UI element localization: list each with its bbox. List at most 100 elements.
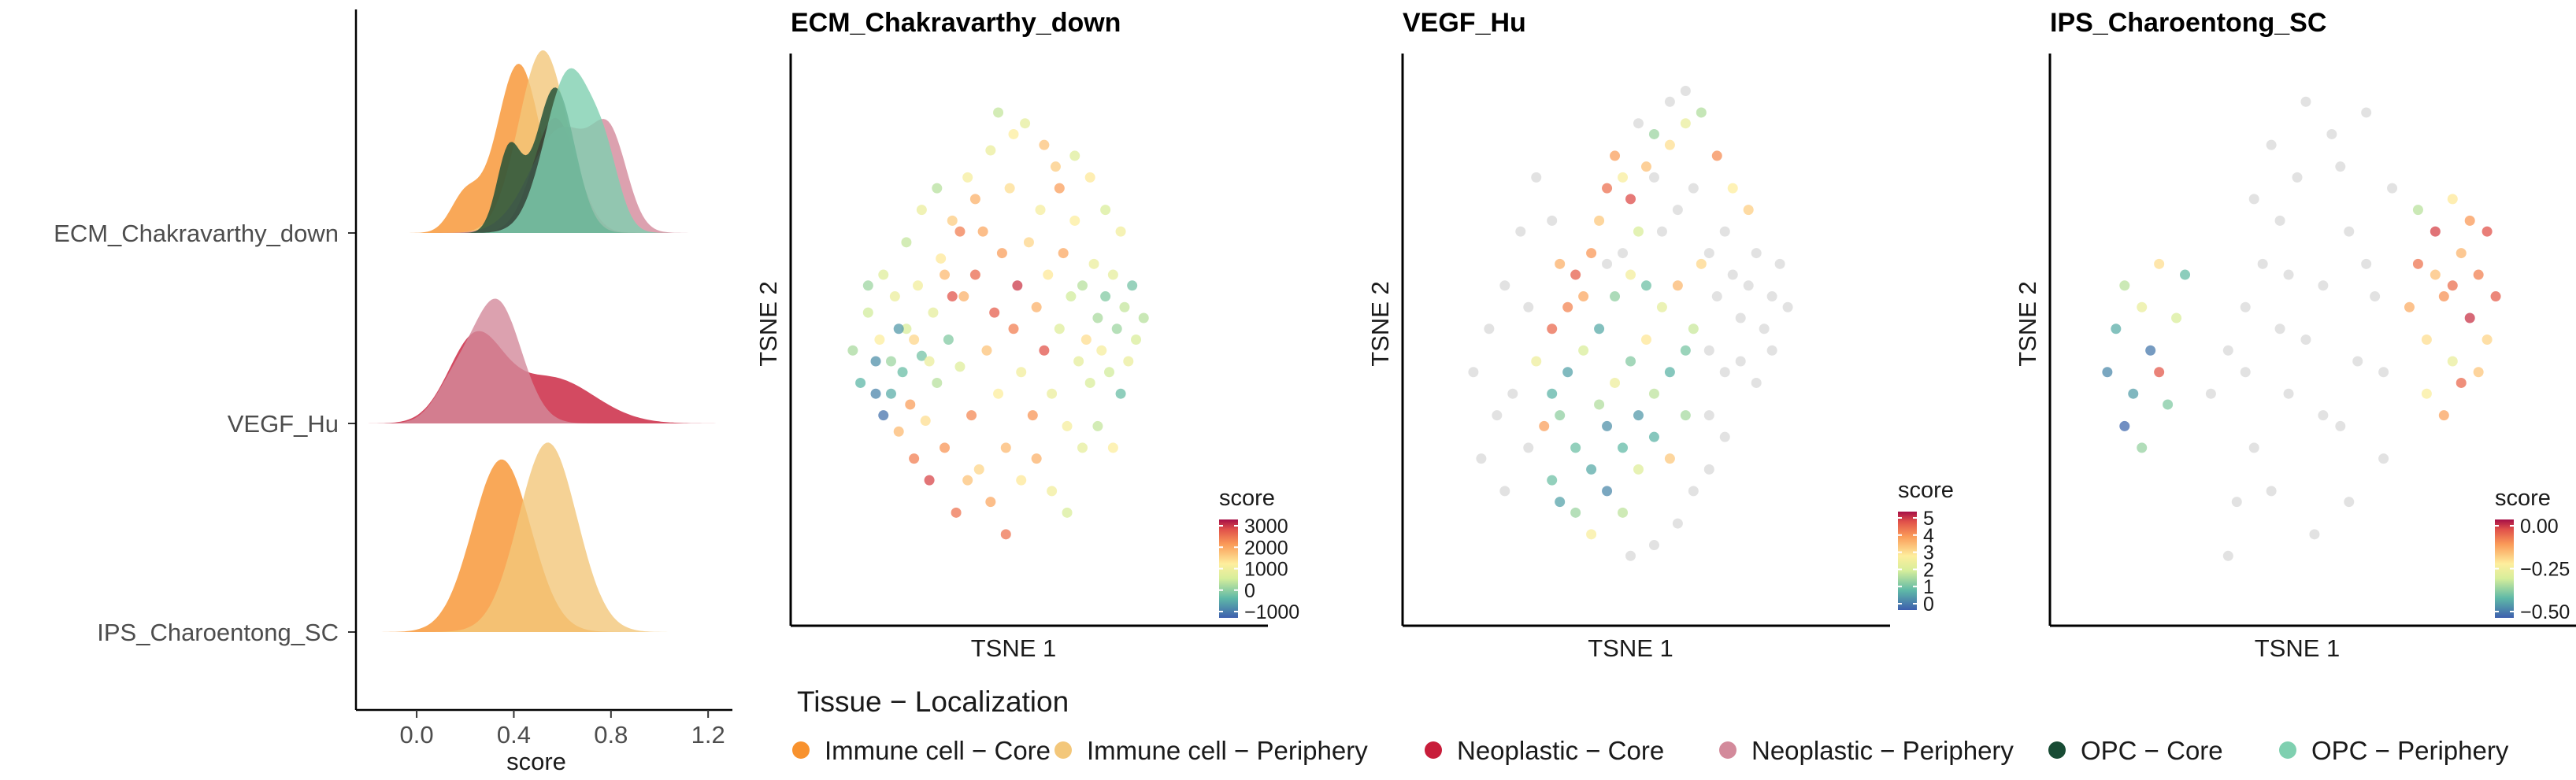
data-point (962, 172, 973, 183)
na-point (2309, 529, 2320, 540)
data-point (1127, 280, 1138, 291)
data-point (1625, 194, 1636, 205)
data-point (1664, 367, 1675, 378)
na-point (1680, 85, 1691, 96)
na-point (1633, 118, 1644, 129)
data-point (1602, 183, 1613, 194)
data-point (2154, 258, 2165, 269)
data-point (977, 226, 988, 237)
na-point (1719, 226, 1730, 237)
na-point (2318, 410, 2329, 421)
data-point (1107, 269, 1118, 280)
data-point (909, 453, 920, 464)
data-point (1077, 280, 1088, 291)
colorbar-tick-label: 3 (1923, 542, 1934, 564)
colorbar-title: score (1898, 478, 1954, 503)
x-axis-title: TSNE 1 (1588, 634, 1673, 662)
data-point (862, 307, 873, 318)
data-point (913, 280, 923, 291)
na-point (1484, 323, 1495, 335)
na-point (2387, 183, 2398, 194)
data-point (1031, 301, 1042, 312)
na-point (1468, 367, 1479, 378)
data-point (2111, 323, 2122, 335)
data-point (1047, 486, 1058, 497)
na-point (1664, 96, 1675, 107)
scatter-panel-ips: IPS_Charoentong_SC TSNE 1 TSNE 2 score 0.00 −… (2014, 8, 2576, 662)
data-point (916, 350, 927, 361)
data-point (2180, 269, 2191, 280)
na-point (2248, 194, 2259, 205)
data-point (1594, 215, 1605, 226)
data-point (1077, 442, 1088, 453)
data-point (1084, 377, 1095, 388)
data-point (1586, 248, 1597, 259)
data-point (1711, 150, 1722, 161)
data-point (1618, 507, 1629, 518)
data-point (1050, 161, 1061, 172)
data-point (1100, 205, 1111, 216)
data-point (1107, 442, 1118, 453)
data-point (862, 280, 873, 291)
colorbar (1898, 512, 1917, 610)
data-point (1688, 323, 1699, 335)
data-point (1138, 312, 1149, 323)
data-point (2464, 312, 2475, 323)
data-point (985, 497, 996, 508)
data-point (1062, 420, 1073, 431)
data-point (1023, 237, 1034, 248)
na-point (1759, 323, 1770, 335)
data-point (2447, 280, 2458, 291)
data-point (966, 410, 977, 421)
data-point (1123, 356, 1134, 367)
data-point (2464, 215, 2475, 226)
na-point (2274, 215, 2285, 226)
data-point (874, 335, 885, 345)
ridge-x-tick-label: 0.4 (497, 721, 531, 749)
na-point (1531, 172, 1542, 183)
colorbar-tick-label: 2 (1923, 559, 1934, 581)
data-point (1602, 486, 1613, 497)
na-point (1766, 345, 1777, 356)
na-point (2283, 388, 2294, 399)
ridge-y-label: IPS_Charoentong_SC (97, 619, 339, 646)
na-point (1648, 540, 1659, 551)
data-point (1020, 118, 1031, 129)
data-point (916, 205, 927, 216)
data-point (1562, 301, 1573, 312)
na-point (2231, 497, 2242, 508)
data-point (1610, 150, 1621, 161)
data-point (1610, 291, 1621, 302)
data-point (1680, 345, 1691, 356)
na-point (2344, 497, 2355, 508)
data-point (1602, 420, 1613, 431)
na-point (2274, 323, 2285, 335)
ridge-y-label: VEGF_Hu (228, 410, 339, 438)
data-point (1115, 226, 1126, 237)
data-point (2473, 269, 2484, 280)
data-point (1000, 442, 1011, 453)
data-point (2171, 312, 2182, 323)
data-point (2154, 367, 2165, 378)
colorbar-tick-label: 0 (1244, 580, 1255, 602)
panel-title: ECM_Chakravarthy_down (791, 8, 1121, 38)
na-point (2300, 335, 2311, 345)
colorbar-title: score (2495, 486, 2551, 511)
data-point (940, 442, 951, 453)
na-point (2361, 107, 2372, 118)
data-point (1640, 335, 1651, 345)
na-point (1523, 301, 1534, 312)
data-point (1084, 172, 1095, 183)
na-point (1727, 269, 1738, 280)
scatter-panel-ecm: ECM_Chakravarthy_down TSNE 1 TSNE 2 score 30… (754, 8, 1299, 662)
ridgeline-panel: ECM_Chakravarthy_down VEGF_Hu IPS_Charoent… (54, 9, 732, 775)
data-point (1092, 312, 1103, 323)
data-point (989, 307, 1000, 318)
legend-label-2: Neoplastic − Core (1457, 736, 1664, 765)
data-point (878, 269, 889, 280)
legend-title: Tissue − Localization (797, 686, 1069, 718)
panel-title: VEGF_Hu (1403, 8, 1526, 38)
data-point (1680, 118, 1691, 129)
x-axis-title: TSNE 1 (971, 634, 1057, 662)
